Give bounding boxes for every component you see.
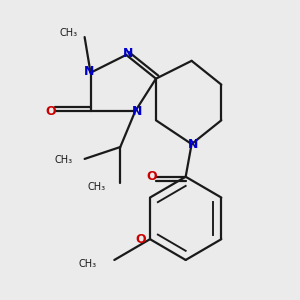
Text: CH₃: CH₃ bbox=[59, 28, 77, 38]
Text: N: N bbox=[84, 65, 94, 78]
Text: O: O bbox=[135, 233, 146, 246]
Text: CH₃: CH₃ bbox=[79, 259, 97, 269]
Text: N: N bbox=[131, 106, 142, 118]
Text: N: N bbox=[122, 47, 133, 60]
Text: CH₃: CH₃ bbox=[87, 182, 106, 192]
Text: N: N bbox=[188, 138, 198, 151]
Text: CH₃: CH₃ bbox=[55, 155, 73, 165]
Text: O: O bbox=[146, 170, 157, 183]
Text: O: O bbox=[45, 105, 56, 118]
